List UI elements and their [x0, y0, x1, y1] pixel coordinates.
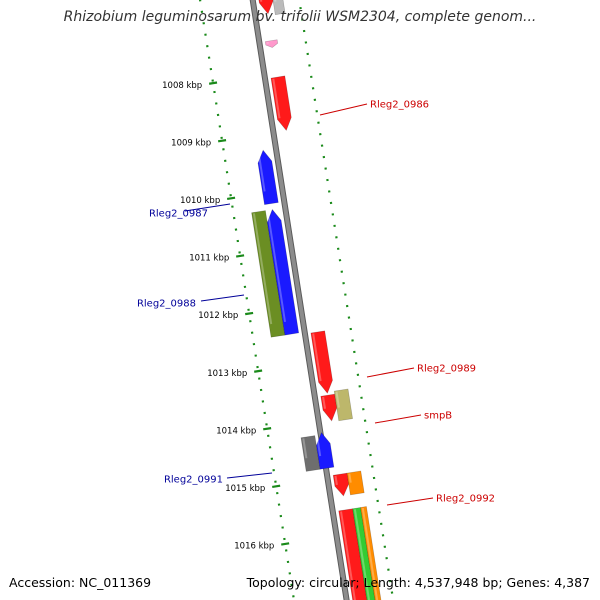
- gene-arrow-rleg2-0988-shine: [266, 211, 286, 322]
- feature-pink: [264, 39, 279, 48]
- gene-callout-line: [374, 414, 422, 424]
- feature-grey-shine: [302, 438, 308, 459]
- gene-label-rleg2-0988: Rleg2_0988: [137, 299, 196, 310]
- gene-label-rleg2-0987: Rleg2_0987: [149, 209, 208, 220]
- gene-label-smpb: smpB: [424, 411, 452, 422]
- gene-bar-bottom-forward-shine: [340, 511, 356, 600]
- gene-arrow-rleg2-0992-shine: [334, 475, 338, 485]
- kbp-tick-label: 1011 kbp: [189, 254, 229, 264]
- gene-callout-line: [226, 472, 273, 479]
- kbp-tick: [208, 81, 218, 85]
- genome-summary: Topology: circular; Length: 4,537,948 bp…: [246, 575, 590, 590]
- feature-pink-shine: [266, 42, 269, 44]
- feature-orange: [346, 470, 365, 496]
- feature-khaki: [333, 388, 353, 422]
- kbp-tick-label: 1013 kbp: [207, 369, 247, 379]
- accession-label: Accession: NC_011369: [9, 575, 152, 590]
- kbp-tick-label: 1014 kbp: [216, 426, 256, 436]
- backbone: [250, 0, 349, 600]
- map-title: Rhizobium leguminosarum bv. trifolii WSM…: [63, 9, 537, 25]
- kbp-tick: [226, 196, 236, 201]
- gene-arrow-rleg2-0992: [332, 472, 350, 497]
- kbp-tick-label: 1012 kbp: [198, 311, 238, 321]
- gene-label-rleg2-0989: Rleg2_0989: [417, 364, 476, 375]
- gene-arrow-rleg2-0989-shine: [312, 333, 322, 382]
- feature-khaki-shine: [335, 391, 340, 408]
- gene-arrow-rleg2-0991: [316, 432, 335, 470]
- feature-orange-bottom-shine: [361, 507, 379, 600]
- gene-label-rleg2-0986: Rleg2_0986: [370, 100, 429, 111]
- kbp-tick-label: 1016 kbp: [234, 542, 274, 552]
- gene-arrow-rleg2-0986-shine: [272, 78, 281, 119]
- kbp-tick: [272, 484, 281, 489]
- gene-arrow-top-forward: [258, 0, 274, 15]
- gene-arrow-rleg2-0991-shine: [315, 434, 322, 457]
- feature-olive-shine: [252, 213, 273, 325]
- gene-callout-line: [200, 294, 245, 302]
- gene-callout-line: [386, 497, 434, 506]
- gene-bar-bottom-forward: [338, 508, 368, 600]
- feature-green-bottom: [352, 507, 376, 600]
- gene-arrow-rleg2-0989: [310, 330, 333, 394]
- kbp-tick: [281, 542, 290, 546]
- kbp-tick: [254, 369, 263, 373]
- gene-arrow-top-forward-shine: [260, 0, 263, 2]
- feature-grey-top-shine: [274, 0, 277, 2]
- gene-arrow-smpb-shine: [322, 396, 326, 409]
- kbp-tick: [236, 254, 245, 258]
- feature-green-bottom-shine: [353, 509, 371, 600]
- gene-label-rleg2-0992: Rleg2_0992: [436, 494, 495, 505]
- feature-orange-bottom: [360, 506, 382, 600]
- kbp-tick-label: 1010 kbp: [180, 196, 220, 206]
- gene-arrow-rleg2-0986: [270, 75, 292, 131]
- kbp-tick: [245, 311, 254, 316]
- kbp-tick-label: 1008 kbp: [162, 81, 202, 91]
- kbp-tick: [217, 139, 227, 143]
- kbp-tick: [263, 427, 272, 431]
- gene-arrow-rleg2-0988: [266, 208, 300, 336]
- gene-arrow-smpb: [320, 393, 338, 422]
- feature-grey-top: [272, 0, 286, 16]
- kbp-tick-label: 1015 kbp: [225, 484, 265, 494]
- kbp-tick-label: 1009 kbp: [171, 138, 211, 148]
- gene-callout-line: [366, 367, 415, 378]
- gene-callout-line: [184, 203, 231, 212]
- feature-orange-shine: [348, 473, 352, 483]
- gene-label-rleg2-0991: Rleg2_0991: [164, 475, 223, 486]
- gene-arrow-rleg2-0987: [257, 149, 279, 205]
- gene-callout-line: [319, 103, 368, 116]
- gene-arrow-rleg2-0987-shine: [257, 151, 266, 192]
